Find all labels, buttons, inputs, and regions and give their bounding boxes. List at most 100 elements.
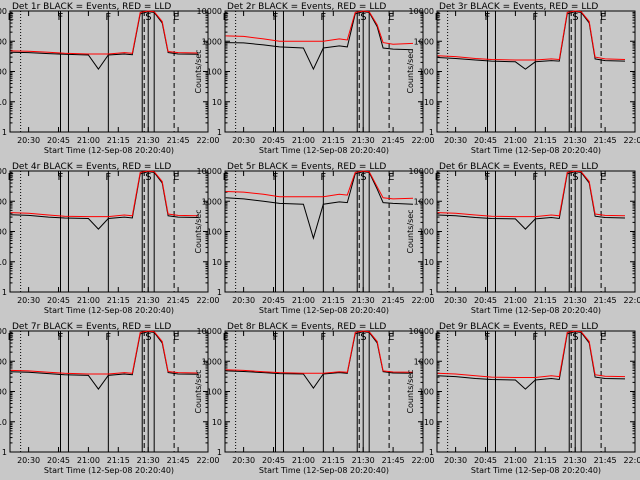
panel-title: Det 2r BLACK = Events, RED = LLD [227, 2, 386, 12]
x-tick-label: 22:00 [623, 456, 640, 465]
plot-frame [436, 10, 636, 133]
y-tick-label: 10 [212, 258, 222, 267]
panel-title: Det 1r BLACK = Events, RED = LLD [12, 2, 171, 12]
x-axis-label: Start Time (12-Sep-08 20:20:40) [471, 146, 601, 155]
flag-label: F [320, 12, 326, 23]
x-tick-label: 20:30 [17, 136, 40, 145]
x-tick-label: 21:45 [594, 136, 617, 145]
y-tick-label: 100 [207, 388, 222, 397]
flag-label: F [57, 332, 63, 343]
flag-label: F [532, 172, 538, 183]
x-tick-label: 21:30 [564, 136, 587, 145]
flag-label: S [572, 332, 578, 343]
flag-label: S [360, 332, 366, 343]
x-tick-label: 22:00 [196, 296, 219, 305]
x-tick-label: 20:30 [17, 296, 40, 305]
x-tick-label: 21:45 [167, 136, 190, 145]
x-tick-label: 20:45 [474, 136, 497, 145]
x-tick-label: 21:00 [77, 296, 100, 305]
lld-series-line [10, 170, 199, 218]
x-tick-label: 21:30 [352, 456, 375, 465]
y-tick-label: 1000 [202, 37, 222, 46]
y-tick-label: 10000 [409, 7, 434, 16]
panel-title: Det 4r BLACK = Events, RED = LLD [12, 162, 171, 172]
flag-label: E [388, 332, 394, 343]
y-tick-label: 10000 [0, 7, 7, 16]
y-tick-label: 1 [2, 448, 7, 457]
y-tick-label: 1 [217, 288, 222, 297]
plot-frame [224, 330, 424, 453]
x-tick-label: 20:45 [262, 136, 285, 145]
x-tick-label: 21:15 [534, 296, 557, 305]
x-axis-label: Start Time (12-Sep-08 20:20:40) [259, 306, 389, 315]
x-tick-label: 21:15 [107, 296, 130, 305]
x-tick-label: 22:00 [196, 136, 219, 145]
y-tick-label: 10 [424, 258, 434, 267]
y-tick-label: 10 [212, 418, 222, 427]
lld-series-line [437, 10, 626, 61]
x-tick-label: 22:00 [411, 456, 434, 465]
x-tick-label: 20:30 [444, 456, 467, 465]
y-tick-label: 1000 [0, 197, 7, 206]
panel-title: Det 6r BLACK = Events, RED = LLD [439, 162, 598, 172]
x-tick-label: 20:30 [232, 296, 255, 305]
x-tick-label: 21:30 [564, 296, 587, 305]
plot-frame [224, 10, 424, 133]
flag-label: F [105, 12, 111, 23]
x-tick-label: 21:00 [504, 136, 527, 145]
y-tick-label: 1 [429, 288, 434, 297]
y-tick-label: 10000 [409, 167, 434, 176]
plot-frame [436, 330, 636, 453]
y-tick-label: 100 [0, 228, 7, 237]
flag-label: E [173, 172, 179, 183]
y-axis-label: Counts/sec [406, 49, 415, 93]
x-tick-label: 20:30 [232, 136, 255, 145]
x-axis-label: Start Time (12-Sep-08 20:20:40) [44, 146, 174, 155]
y-tick-label: 10 [424, 98, 434, 107]
x-tick-label: 21:00 [77, 456, 100, 465]
y-tick-label: 10000 [197, 7, 222, 16]
flag-label: S [572, 12, 578, 23]
y-axis-label: Counts/sec [194, 369, 203, 413]
events-series-line [225, 171, 414, 240]
flag-label: E [600, 12, 606, 23]
y-tick-label: 10000 [0, 327, 7, 336]
x-tick-label: 21:45 [382, 296, 405, 305]
x-tick-label: 22:00 [623, 296, 640, 305]
flag-label: F [484, 172, 490, 183]
x-tick-label: 20:45 [474, 456, 497, 465]
x-tick-label: 21:30 [137, 296, 160, 305]
y-tick-label: 100 [419, 68, 434, 77]
x-tick-label: 21:30 [352, 136, 375, 145]
x-tick-label: 21:30 [137, 136, 160, 145]
x-tick-label: 20:30 [444, 296, 467, 305]
y-axis-label: Counts/sec [194, 49, 203, 93]
flag-label: E [173, 332, 179, 343]
detector-panel: Det 4r BLACK = Events, RED = LLDEFFSE110… [0, 162, 220, 315]
x-tick-label: 22:00 [623, 136, 640, 145]
y-axis-label: Counts/sec [406, 209, 415, 253]
y-tick-label: 10000 [0, 167, 7, 176]
x-tick-label: 22:00 [196, 456, 219, 465]
flag-label: S [360, 172, 366, 183]
x-tick-label: 22:00 [411, 296, 434, 305]
x-axis-label: Start Time (12-Sep-08 20:20:40) [471, 466, 601, 475]
x-tick-label: 21:30 [137, 456, 160, 465]
flag-label: F [57, 172, 63, 183]
flag-label: F [320, 332, 326, 343]
x-tick-label: 21:45 [594, 456, 617, 465]
flag-label: F [484, 12, 490, 23]
lld-series-line [225, 10, 414, 45]
lld-series-line [10, 330, 199, 375]
plot-frame [224, 170, 424, 293]
x-axis-label: Start Time (12-Sep-08 20:20:40) [44, 466, 174, 475]
panel-title: Det 7r BLACK = Events, RED = LLD [12, 322, 171, 332]
flag-label: S [145, 12, 151, 23]
y-tick-label: 1000 [414, 37, 434, 46]
y-tick-label: 1 [217, 128, 222, 137]
y-tick-label: 1000 [202, 197, 222, 206]
flag-label: F [272, 172, 278, 183]
